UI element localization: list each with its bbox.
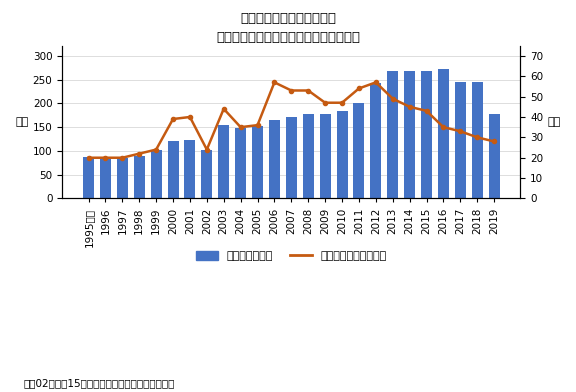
Bar [218,125,229,198]
Y-axis label: 店舗: 店舗 [548,118,561,127]
Bar [168,142,179,198]
Bar [235,128,246,198]
Bar [336,111,347,198]
Bar [303,114,314,198]
Bar [472,82,483,198]
Bar [488,114,499,198]
Bar [320,114,331,198]
Bar [286,117,297,198]
Bar [269,120,280,198]
Bar [202,150,213,198]
Text: 注：02年度と15年度は決算月変更のため変則決算: 注：02年度と15年度は決算月変更のため変則決算 [23,378,175,388]
Bar [421,71,432,198]
Bar [455,82,466,198]
Bar [100,159,111,198]
Bar [184,140,195,198]
Bar [387,71,398,198]
Text: セシルマクビーの店舗数と
ジャパンイマジネーションの売上高推移: セシルマクビーの店舗数と ジャパンイマジネーションの売上高推移 [216,12,360,44]
Bar [83,157,94,198]
Legend: 店舗数（右軸）, 売上高（左軸：億円）: 店舗数（右軸）, 売上高（左軸：億円） [191,247,392,266]
Bar [438,69,449,198]
Y-axis label: 億円: 億円 [15,118,28,127]
Bar [370,83,381,198]
Bar [354,103,365,198]
Bar [134,156,145,198]
Bar [252,126,263,198]
Bar [117,158,128,198]
Bar [151,149,162,198]
Bar [404,71,415,198]
